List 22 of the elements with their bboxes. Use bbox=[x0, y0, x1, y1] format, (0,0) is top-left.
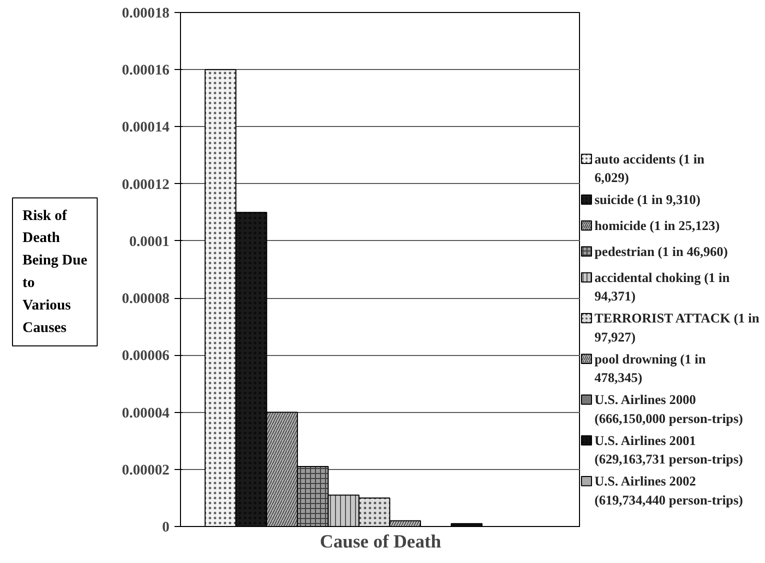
y-tick-label: 0.00014 bbox=[122, 120, 170, 136]
legend-label: accidental choking (1 in 94,371) bbox=[594, 270, 730, 304]
y-tick-label: 0 bbox=[162, 520, 170, 536]
y-tick-label: 0.00012 bbox=[122, 176, 170, 193]
y-tick-label: 0.0001 bbox=[129, 234, 170, 250]
legend-label: auto accidents (1 in 6,029) bbox=[594, 151, 706, 186]
legend-label: U.S. Airlines 2002 (619,734,440 person-trips) bbox=[594, 474, 743, 508]
y-tick-label: 0.00006 bbox=[122, 348, 170, 364]
y-axis-title: Risk of Death Being Due to Various Causes bbox=[22, 208, 88, 336]
y-tick-label: 0.00004 bbox=[122, 405, 170, 422]
x-axis-title: Cause of Death bbox=[320, 532, 442, 552]
legend-label: homicide (1 in 25,123) bbox=[594, 218, 720, 234]
legend-label: suicide (1 in 9,310) bbox=[594, 192, 700, 208]
legend-label: pedestrian (1 in 46,960) bbox=[594, 244, 728, 260]
legend-label: U.S. Airlines 2000 (666,150,000 person-trips) bbox=[594, 392, 743, 426]
legend-label: U.S. Airlines 2001 (629,163,731 person-trips) bbox=[594, 432, 743, 467]
y-tick-label: 0.00002 bbox=[122, 462, 170, 478]
y-tick-label: 0.00018 bbox=[122, 6, 170, 22]
y-tick-label: 0.00016 bbox=[122, 62, 170, 79]
legend-label: TERRORIST ATTACK (1 in 97,927) bbox=[594, 310, 760, 344]
y-tick-label: 0.00008 bbox=[122, 291, 170, 308]
legend-label: pool drowning (1 in 478,345) bbox=[594, 351, 706, 386]
